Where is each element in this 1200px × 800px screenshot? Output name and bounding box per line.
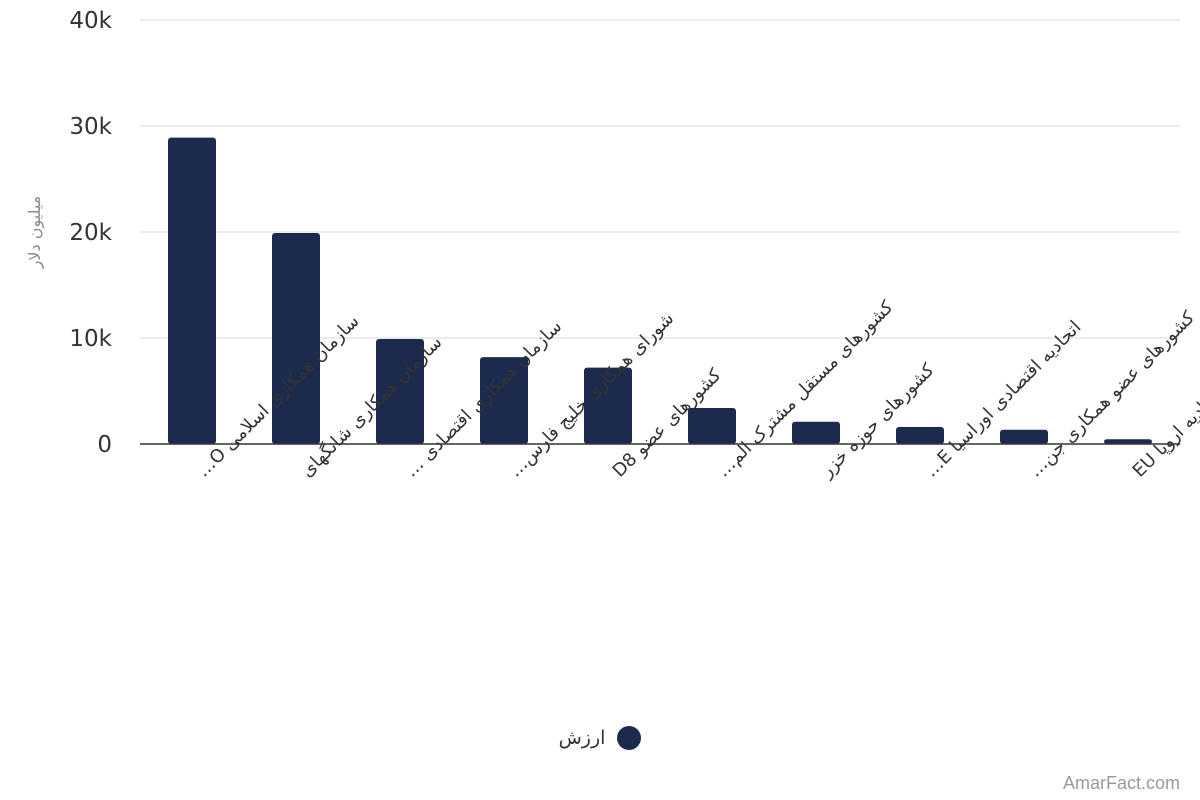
grid-lines [140, 19, 1180, 339]
bar[interactable] [896, 427, 944, 444]
bar[interactable] [480, 357, 528, 444]
x-tick-label: اتحادیه اروپا EU [1129, 383, 1200, 482]
legend-swatch [617, 726, 642, 750]
bar[interactable] [376, 339, 424, 444]
bar[interactable] [688, 407, 736, 444]
x-tick-label: شورای همکاری خلیج فارس… [505, 308, 678, 481]
y-axis-title: میلیون دلار [25, 196, 45, 270]
bar[interactable] [792, 421, 840, 444]
bars [168, 137, 1152, 444]
y-tick-label: 40k [69, 8, 112, 34]
y-tick-label: 30k [69, 114, 112, 140]
x-axis-labels: سازمان همکاری اسلامی O…سازمان همکاری شان… [193, 296, 1200, 482]
y-axis-ticks: 0 10k 20k 30k 40k [69, 8, 112, 458]
bar[interactable] [168, 137, 216, 444]
watermark: AmarFact.com [1062, 773, 1180, 793]
x-tick-label: کشورهای حوزه خزر [816, 359, 939, 482]
x-tick-label: کشورهای عضو همکاری جن… [1025, 307, 1200, 482]
bar[interactable] [1000, 429, 1048, 444]
legend[interactable]: ارزش [0, 726, 1200, 750]
legend-label: ارزش [558, 727, 606, 749]
x-tick-label: کشورهای مستقل مشترک الم… [713, 296, 898, 481]
y-tick-label: 0 [97, 432, 112, 458]
bar[interactable] [272, 233, 320, 444]
y-tick-label: 10k [69, 326, 112, 352]
y-tick-label: 20k [69, 220, 112, 246]
bar[interactable] [1104, 439, 1152, 444]
bar[interactable] [584, 367, 632, 444]
